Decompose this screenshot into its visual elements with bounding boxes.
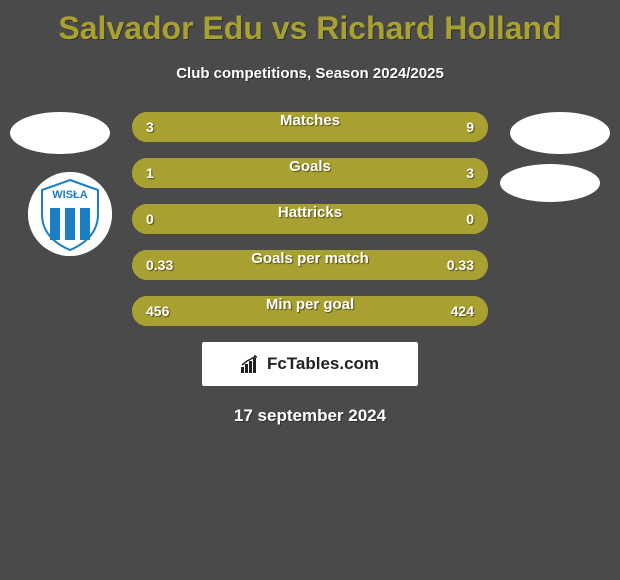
date-text: 17 september 2024 (0, 406, 620, 426)
wisla-badge-icon: WISŁA (28, 172, 112, 256)
brand-card[interactable]: FcTables.com (202, 342, 418, 386)
club-badge-left: WISŁA (28, 172, 112, 256)
club-badge-right (500, 164, 600, 202)
brand-text: FcTables.com (267, 354, 379, 374)
stat-label: Goals (132, 158, 488, 175)
stat-label: Hattricks (132, 204, 488, 221)
stat-row: 456424Min per goal (132, 296, 488, 326)
chart-icon (241, 355, 261, 373)
stat-label: Matches (132, 112, 488, 129)
page: Salvador Edu vs Richard Holland Club com… (0, 0, 620, 426)
stat-label: Min per goal (132, 296, 488, 313)
stat-row: 13Goals (132, 158, 488, 188)
page-subtitle: Club competitions, Season 2024/2025 (0, 65, 620, 82)
stat-row: 00Hattricks (132, 204, 488, 234)
content-area: WISŁA 39Matches 13Goals 00Hattricks 0.330.3… (0, 112, 620, 426)
player-avatar-right (510, 112, 610, 154)
stat-label: Goals per match (132, 250, 488, 267)
svg-text:WISŁA: WISŁA (52, 189, 87, 201)
page-title: Salvador Edu vs Richard Holland (0, 0, 620, 47)
player-avatar-left (10, 112, 110, 154)
stat-row: 0.330.33Goals per match (132, 250, 488, 280)
stat-rows: 39Matches 13Goals 00Hattricks 0.330.33Goals… (132, 112, 488, 326)
stat-row: 39Matches (132, 112, 488, 142)
